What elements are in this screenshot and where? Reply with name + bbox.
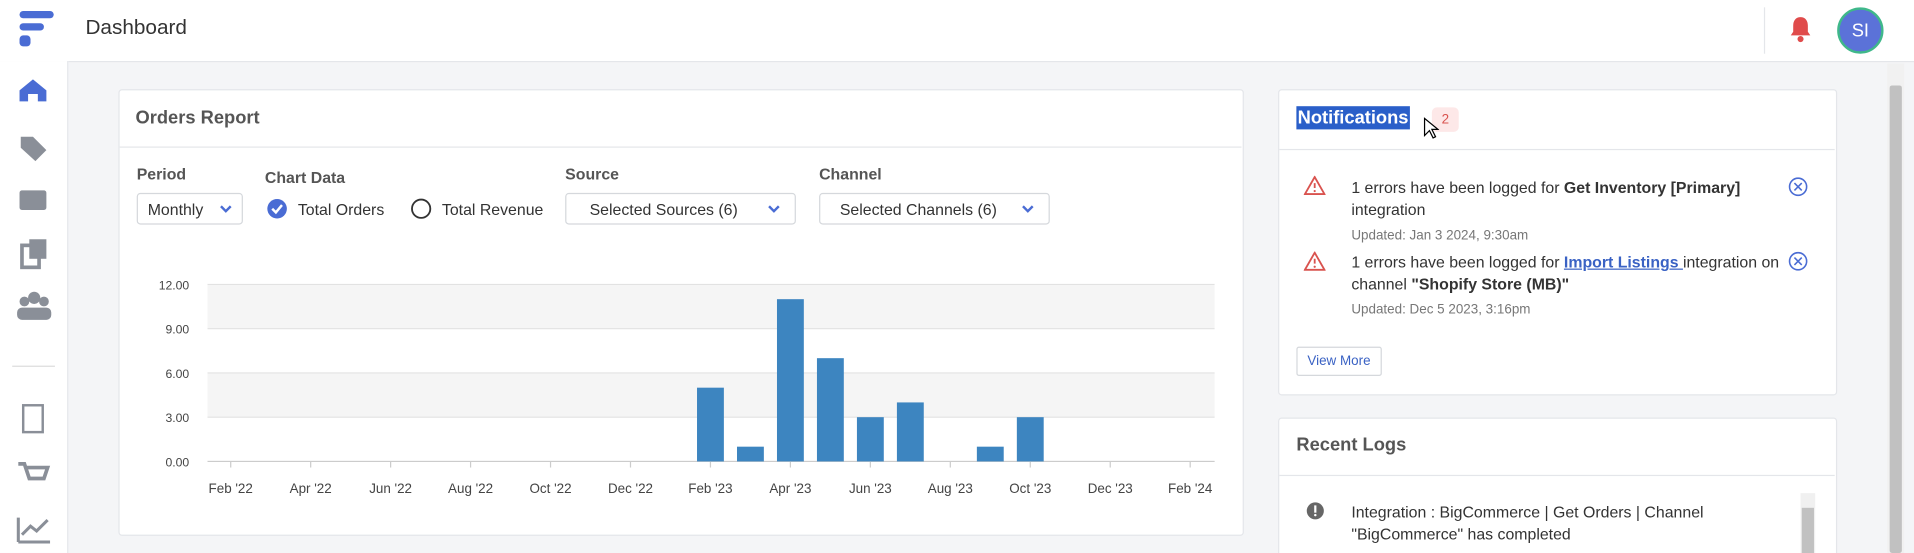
bar [976,446,1004,462]
logs-card [1278,417,1838,553]
x-tick-label: Jun '22 [369,481,412,496]
chevron [1022,205,1034,213]
radio-checked[interactable] [266,198,288,220]
text: integration [1351,200,1426,219]
card-title: Recent Logs [1296,434,1407,456]
notifications-card [1278,89,1838,396]
bar [816,358,844,462]
page-scrollbar[interactable] [1887,63,1905,553]
chevron [220,205,232,213]
bar [776,299,804,462]
divider [1763,7,1766,54]
y-tick-label: 12.00 [159,278,190,292]
divider [119,146,1242,148]
divider [1279,148,1835,151]
info-icon [1306,502,1324,520]
x-tick-label: Apr '22 [290,481,332,496]
x-tick-label: Apr '23 [769,481,811,496]
card-title: Notifications [1296,106,1410,130]
page-title: Dashboard [85,15,187,40]
avatar[interactable]: SI [1837,7,1884,54]
option: Total Revenue [441,200,544,219]
bar [856,417,884,462]
chevron [768,205,780,213]
select-value: Selected Channels (6) [839,199,997,218]
source-select[interactable]: Selected Sources (6) [565,192,796,225]
notification: 1 errors have been logged for Import Lis… [1351,251,1781,321]
updated: Updated: Dec 5 2023, 3:16pm [1351,302,1531,318]
bar [736,446,764,462]
channel-select[interactable]: Selected Channels (6) [819,192,1050,225]
warning-icon [1303,251,1326,271]
divider [1279,474,1835,477]
close-icon[interactable] [1788,177,1808,197]
x-tick-label: Feb '22 [209,481,253,496]
x-tick-label: Feb '24 [1168,481,1213,496]
chart-data-label: Chart Data [264,168,346,187]
warning-icon [1303,175,1326,196]
x-tick-label: Dec '23 [1088,481,1133,496]
inner-scrollbar[interactable] [1800,493,1816,553]
y-tick-label: 9.00 [165,323,189,337]
x-tick-label: Dec '22 [608,481,653,496]
logo[interactable] [15,7,59,51]
bar [896,402,924,462]
source-label: Source [565,164,619,184]
bell-icon[interactable] [1787,15,1814,44]
x-tick-label: Aug '23 [928,481,973,496]
bold-text: "Shopify Store (MB)" [1411,274,1570,293]
channel-label: Channel [819,164,882,184]
bar [1016,417,1044,462]
y-tick-label: 6.00 [165,367,189,381]
x-tick-label: Jun '23 [849,481,892,496]
period-label: Period [136,164,187,184]
period-select[interactable]: Monthly [136,192,243,225]
sidebar-icons[interactable] [0,61,67,553]
link[interactable]: Import Listings [1563,252,1683,271]
updated: Updated: Jan 3 2024, 9:30am [1351,228,1529,243]
text: 1 errors have been logged for [1351,178,1564,197]
select-value: Selected Sources (6) [589,199,738,218]
select-value: Monthly [147,199,204,218]
grid-band [207,284,1215,329]
notification: 1 errors have been logged for Get Invent… [1351,177,1778,247]
y-tick-label: 3.00 [165,411,189,425]
chart: 0.00 3.00 6.00 9.00 12.00 Feb '22 Apr '22 Jun '… [159,278,1215,496]
log-entry: Integration : BigCommerce | Get Orders |… [1351,502,1704,544]
cursor [1423,117,1440,139]
top-bar [0,0,1914,63]
x-tick-label: Oct '22 [530,481,572,496]
close-icon[interactable] [1788,251,1808,271]
x-tick-label: Aug '22 [448,481,493,496]
text: integration on channel [1351,252,1780,293]
card-title: Orders Report [135,107,260,129]
text: 1 errors have been logged for [1351,252,1564,271]
x-tick-label: Oct '23 [1009,481,1051,496]
x-tick-label: Feb '23 [688,481,732,496]
option: Total Orders [297,200,385,219]
radio[interactable] [410,198,432,220]
view-more-button[interactable]: View More [1296,346,1382,376]
bar [697,387,724,462]
y-tick-label: 0.00 [165,455,189,469]
bold-text: Get Inventory [Primary] [1563,178,1741,197]
